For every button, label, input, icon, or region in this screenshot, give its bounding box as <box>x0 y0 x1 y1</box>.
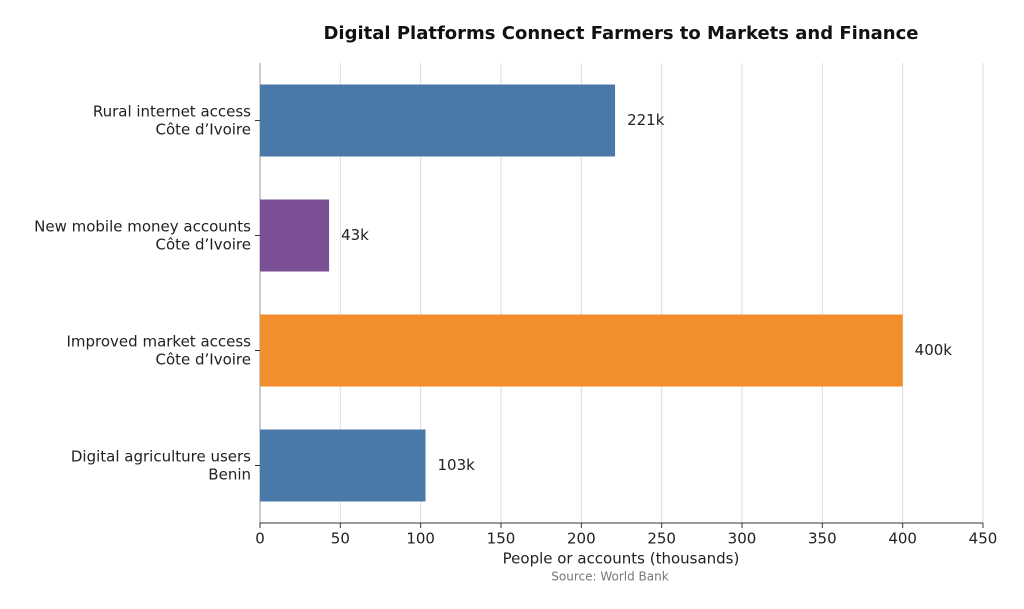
x-tick-label: 200 <box>567 530 596 548</box>
y-tick-label: Rural internet access Côte d’Ivoire <box>93 102 251 138</box>
chart-title: Digital Platforms Connect Farmers to Mar… <box>323 23 918 44</box>
bar <box>260 199 330 272</box>
value-label: 400k <box>915 341 953 359</box>
bar <box>260 84 616 157</box>
value-label: 43k <box>341 226 369 244</box>
x-tick-label: 450 <box>969 530 998 548</box>
y-tick-label: New mobile money accounts Côte d’Ivoire <box>34 217 251 253</box>
x-tick-label: 0 <box>255 530 265 548</box>
value-label: 103k <box>437 456 475 474</box>
source-note: Source: World Bank <box>551 570 668 584</box>
y-tick-label: Digital agriculture users Benin <box>71 447 251 483</box>
x-axis-label: People or accounts (thousands) <box>503 550 740 568</box>
x-tick-label: 50 <box>331 530 350 548</box>
bar <box>260 314 903 387</box>
x-tick-label: 400 <box>888 530 917 548</box>
x-tick-label: 150 <box>487 530 516 548</box>
bar <box>260 429 426 502</box>
value-label: 221k <box>627 111 665 129</box>
x-tick-label: 350 <box>808 530 837 548</box>
y-tick-label: Improved market access Côte d’Ivoire <box>66 332 251 368</box>
x-tick-label: 100 <box>406 530 435 548</box>
x-tick-label: 250 <box>647 530 676 548</box>
x-tick-label: 300 <box>728 530 757 548</box>
